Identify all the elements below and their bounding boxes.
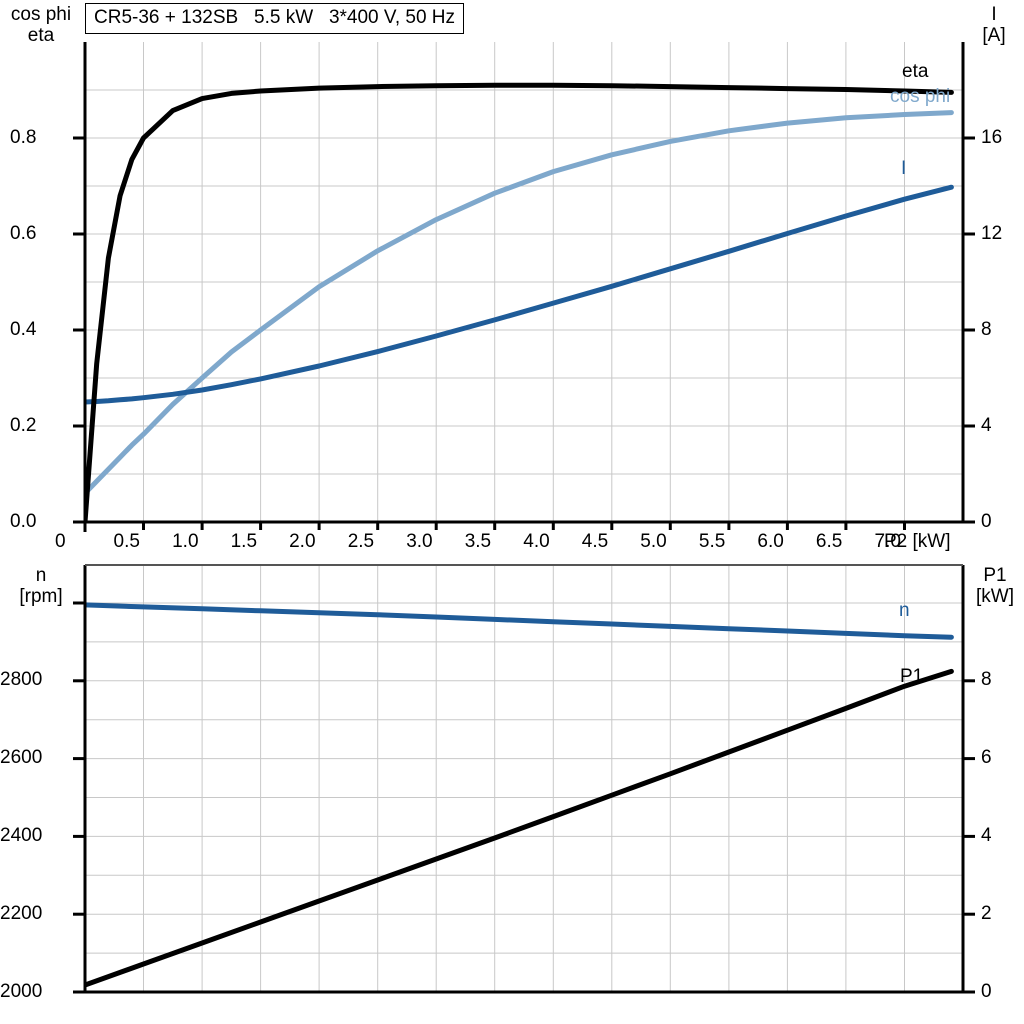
bottom-horizontal-gridlines [85,602,963,954]
top-plot-svg [73,42,975,532]
top-right-axis-title: I [A] [982,4,1006,47]
bottom-left-tick-4: 2800 [0,669,43,690]
top-x-tick-9: 4.5 [581,531,609,552]
bottom-right-tick-1: 2 [981,903,992,924]
top-x-tick-11: 5.5 [698,531,726,552]
bottom-left-tick-0: 2000 [0,981,43,1002]
top-x-tick-2: 1.0 [172,531,199,552]
top-left-tick-1: 0.2 [10,415,37,436]
bottom-left-tick-2: 2400 [0,825,43,846]
top-left-axis-ticks [73,136,85,524]
bottom-left-tick-1: 2200 [0,903,43,924]
top-horizontal-gridlines [85,89,963,475]
curve-cos-phi [85,110,954,496]
top-x-tick-4: 2.0 [289,531,316,552]
top-x-axis-title: P2 [kW] [884,531,951,552]
curve-label-speed: n [899,600,910,621]
bottom-right-tick-2: 4 [981,825,992,846]
bottom-left-axis-title: n [rpm] [19,565,63,608]
top-left-tick-3: 0.6 [10,223,37,244]
top-x-tick-6: 3.0 [406,531,433,552]
top-left-tick-0: 0.0 [10,511,37,532]
top-right-tick-2: 8 [981,319,992,340]
top-right-axis-ticks [963,136,975,524]
bottom-plot-svg [73,564,975,994]
top-x-tick-12: 6.0 [757,531,784,552]
top-right-tick-3: 12 [981,223,1003,244]
top-x-tick-3: 1.5 [230,531,258,552]
curve-eta [85,82,954,522]
top-x-tick-0: 0 [55,531,66,552]
bottom-plot-area [0,545,1024,1024]
curve-label-current: I [901,158,907,179]
bottom-right-tick-4: 8 [981,669,992,690]
top-x-tick-13: 6.5 [815,531,843,552]
curve-label-p1: P1 [900,666,924,687]
top-x-tick-14: 7.0 [874,531,901,552]
top-right-tick-1: 4 [981,415,992,436]
top-x-tick-5: 2.5 [347,531,375,552]
bottom-right-tick-0: 0 [981,981,992,1002]
chart-title: CR5-36 + 132SB 5.5 kW 3*400 V, 50 Hz [85,3,465,34]
bottom-left-tick-3: 2600 [0,747,43,768]
bottom-right-tick-3: 6 [981,747,992,768]
top-left-axis-title: cos phi eta [10,4,72,47]
bottom-right-axis-title: P1 [kW] [976,565,1014,608]
top-x-axis-ticks [83,522,906,532]
top-left-tick-4: 0.8 [10,127,37,148]
curve-p1 [85,668,954,988]
curve-current [85,184,954,405]
top-right-tick-4: 16 [981,127,1003,148]
top-x-tick-10: 5.0 [640,531,667,552]
curve-label-eta: eta [902,61,929,82]
top-left-tick-2: 0.4 [10,319,37,340]
bottom-plot-background [85,565,963,992]
curve-speed [85,602,954,640]
bottom-vertical-gridlines [143,565,905,992]
bottom-right-axis-ticks [963,679,975,994]
top-plot-area [73,42,975,532]
top-right-tick-0: 0 [981,511,992,532]
top-x-tick-1: 0.5 [113,531,140,552]
top-x-tick-7: 3.5 [464,531,492,552]
top-x-tick-8: 4.0 [523,531,550,552]
curve-label-cos-phi: cos phi [890,86,951,107]
bottom-left-axis-ticks [73,601,85,994]
